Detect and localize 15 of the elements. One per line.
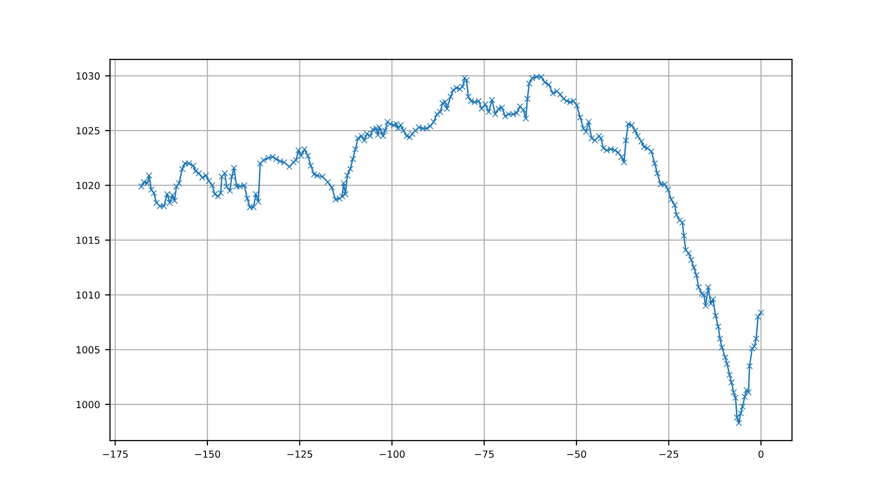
x-tick-label: −50 <box>567 450 586 458</box>
x-tick-label: 0 <box>758 450 764 458</box>
y-tick-label: 1005 <box>76 346 100 354</box>
y-tick-label: 1020 <box>76 182 100 190</box>
x-tick-label: −100 <box>380 450 405 458</box>
x-tick-label: −150 <box>195 450 220 458</box>
y-tick-label: 1000 <box>76 400 100 408</box>
y-tick-label: 1010 <box>76 291 100 299</box>
y-tick-label: 1030 <box>76 72 100 80</box>
y-tick-label: 1025 <box>76 127 100 134</box>
x-tick-label: −175 <box>102 450 128 458</box>
x-tick-label: −75 <box>474 450 494 458</box>
x-tick-label: −25 <box>660 450 678 458</box>
x-tick-label: −125 <box>287 450 312 458</box>
y-tick-label: 1015 <box>76 236 100 244</box>
